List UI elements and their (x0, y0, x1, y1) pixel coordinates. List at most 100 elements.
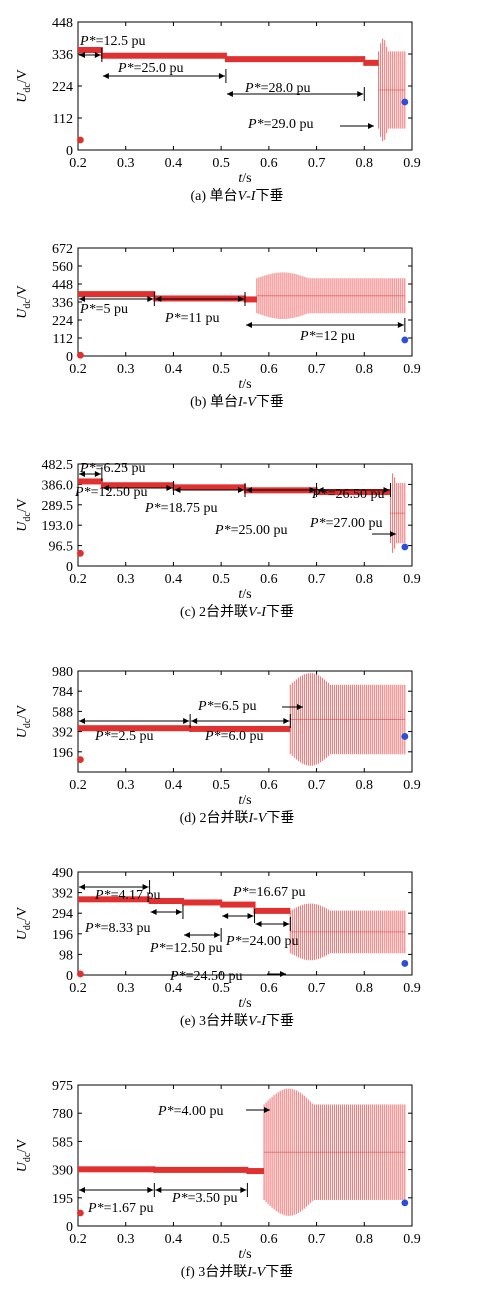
annotation: P*=12 pu (246, 318, 406, 344)
y-tick-label: 98 (59, 948, 73, 963)
blue-marker (401, 98, 409, 106)
y-tick-label: 386.0 (42, 478, 74, 493)
x-tick-label: 0.4 (165, 572, 183, 587)
annotation-label: P*=18.75 pu (144, 501, 217, 516)
annotation-label: P*=4.00 pu (157, 1104, 223, 1119)
y-tick-label: 392 (52, 887, 73, 902)
annotation: P*=26.50 pu (311, 483, 392, 502)
x-tick-label: 0.3 (117, 156, 135, 171)
step-segment (78, 478, 102, 485)
annotation-label: P*=8.33 pu (84, 921, 150, 936)
annotation: P*=25.00 pu (214, 483, 318, 538)
step-segment (78, 725, 191, 732)
x-tick-label: 0.7 (308, 778, 326, 793)
x-tick-label: 0.9 (403, 572, 421, 587)
arrowhead (79, 1187, 85, 1193)
x-tick-label: 0.2 (69, 1232, 87, 1247)
annotation: P*=6.25 pu (79, 461, 145, 481)
x-tick-label: 0.9 (403, 156, 421, 171)
x-tick-label: 0.2 (69, 156, 87, 171)
x-tick-label: 0.3 (117, 572, 135, 587)
oscillation-trace (378, 38, 406, 142)
arrowhead (255, 921, 262, 927)
x-tick-label: 0.3 (117, 1232, 135, 1247)
arrowhead (226, 91, 233, 97)
x-tick-label: 0.4 (165, 778, 183, 793)
x-tick-label: 0.5 (212, 156, 230, 171)
oscillation-trace (289, 673, 406, 766)
step-segment (78, 896, 150, 903)
arrowhead (238, 487, 244, 493)
y-axis-label: Udc/V (15, 907, 33, 941)
x-axis-label: t/s (238, 171, 251, 186)
annotation: P*=3.50 pu (155, 1183, 248, 1206)
y-tick-label: 96.5 (49, 540, 74, 555)
arrowhead (183, 932, 190, 938)
arrowhead (222, 913, 229, 919)
y-tick-label: 975 (52, 1079, 73, 1094)
step-segment (78, 291, 155, 298)
y-tick-label: 0 (66, 969, 73, 984)
annotation: P*=24.00 pu (225, 917, 298, 949)
x-tick-label: 0.6 (260, 572, 278, 587)
annotation-label: P*=26.50 pu (311, 487, 384, 502)
y-axis-label: Udc/V (15, 69, 33, 103)
annotation-label: P*=25.00 pu (214, 523, 287, 538)
annotation-label: P*=24.50 pu (169, 969, 242, 984)
y-tick-label: 0 (66, 560, 73, 575)
x-tick-label: 0.2 (69, 981, 87, 996)
step-segment (364, 59, 379, 66)
arrowhead (368, 123, 374, 129)
arrowhead (240, 1187, 247, 1193)
step-segment (154, 1166, 248, 1173)
arrowhead (280, 971, 286, 977)
x-axis-label: t/s (238, 587, 251, 602)
y-tick-label: 0 (66, 1220, 73, 1235)
annotation-label: P*=3.50 pu (171, 1191, 237, 1206)
y-tick-label: 672 (52, 242, 73, 257)
x-tick-label: 0.2 (69, 778, 87, 793)
x-tick-label: 0.6 (260, 981, 278, 996)
y-tick-label: 490 (52, 866, 73, 881)
y-tick-label: 0 (66, 350, 73, 365)
annotation-label: P*=6.25 pu (79, 461, 145, 476)
blue-marker (401, 960, 409, 967)
panel-caption: (e) 3台并联V-I下垂 (180, 1013, 294, 1029)
oscillation-trace (256, 272, 406, 319)
chart-panel-c: 0.2 0.3 0.4 0.5 0.6 0.7 0.8 0.9 0 96.5 193.0 289.5 3… (15, 458, 421, 620)
x-tick-label: 0.5 (212, 981, 230, 996)
y-tick-label: 588 (52, 705, 73, 720)
x-tick-label: 0.9 (403, 1232, 421, 1247)
x-tick-label: 0.2 (69, 362, 87, 377)
y-tick-label: 289.5 (42, 499, 74, 514)
arrowhead (309, 487, 316, 493)
x-tick-label: 0.2 (69, 572, 87, 587)
x-tick-label: 0.6 (260, 362, 278, 377)
y-tick-label: 193.0 (42, 519, 74, 534)
arrowhead (79, 296, 85, 302)
y-axis-label: Udc/V (15, 705, 33, 739)
annotation: P*=4.00 pu (157, 1104, 270, 1119)
x-tick-label: 0.6 (260, 156, 278, 171)
arrowhead (150, 909, 157, 915)
annotation-label: P*=2.5 pu (94, 729, 153, 744)
blue-marker (401, 733, 409, 740)
arrowhead (166, 485, 173, 491)
arrowhead (214, 932, 221, 938)
arrowhead (297, 704, 303, 710)
annotation-label: P*=12.5 pu (79, 34, 145, 49)
chart-panel-a: 0.2 0.3 0.4 0.5 0.6 0.7 0.8 0.9 0 112 224 336 448 Udc… (15, 16, 421, 204)
red-marker (76, 136, 84, 144)
annotation: P*=18.75 pu (144, 483, 246, 516)
panel-caption: (b) 单台I-V下垂 (190, 394, 284, 410)
step-segment (149, 898, 183, 905)
arrowhead (102, 485, 109, 491)
x-tick-label: 0.4 (165, 1232, 183, 1247)
x-tick-label: 0.6 (260, 778, 278, 793)
annotation-label: P*=12.50 pu (74, 485, 147, 500)
step-segment (78, 1166, 155, 1173)
arrowhead (79, 52, 85, 58)
annotation: P*=8.33 pu (84, 905, 184, 936)
arrowhead (94, 52, 101, 58)
x-tick-label: 0.8 (356, 1232, 374, 1247)
